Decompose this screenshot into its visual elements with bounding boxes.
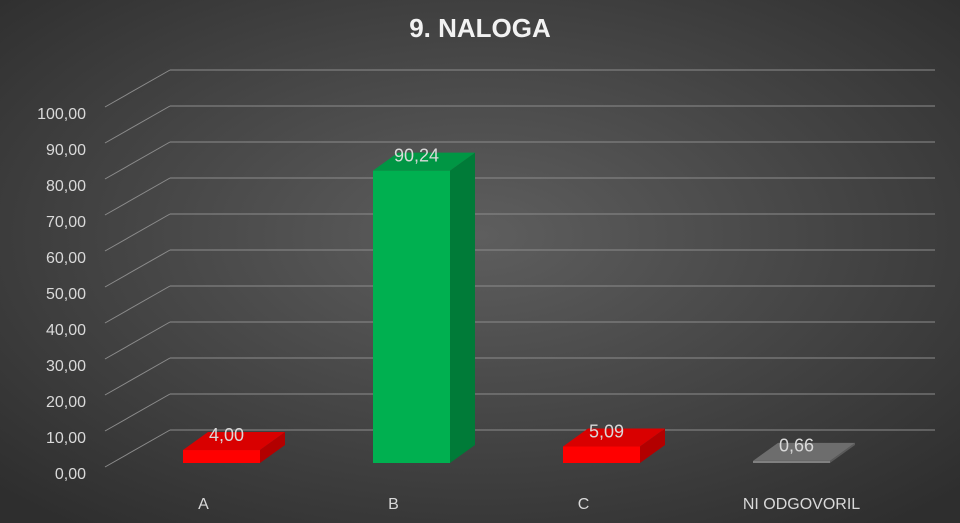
x-tick-label: C <box>578 496 590 513</box>
chart-title: 9. NALOGA <box>409 13 551 43</box>
value-label: 4,00 <box>209 425 244 445</box>
y-tick-label: 0,00 <box>55 466 86 483</box>
bar-top <box>373 152 475 171</box>
bar-front <box>753 460 830 463</box>
y-tick-label: 20,00 <box>46 394 86 411</box>
y-tick-label: 100,00 <box>37 106 86 123</box>
x-tick-label: B <box>388 496 399 513</box>
grid-line <box>104 105 171 144</box>
bar <box>183 432 285 463</box>
bar <box>373 152 475 463</box>
y-tick-label: 10,00 <box>46 430 86 447</box>
bar-side <box>640 428 665 463</box>
bar-front <box>563 446 640 463</box>
bar-top <box>563 428 665 447</box>
bar-top <box>183 432 285 451</box>
y-tick-label: 70,00 <box>46 214 86 231</box>
x-tick-label: A <box>198 496 209 513</box>
value-label: 0,66 <box>779 436 814 456</box>
grid-line <box>104 249 171 288</box>
grid-line <box>104 69 171 108</box>
grid-line <box>104 321 171 360</box>
y-tick-label: 80,00 <box>46 178 86 195</box>
x-tick-label: NI ODGOVORIL <box>743 496 860 513</box>
bar-side <box>260 432 285 463</box>
bar <box>563 428 665 463</box>
y-tick-label: 50,00 <box>46 286 86 303</box>
bar <box>753 442 855 463</box>
grid-line <box>104 141 171 180</box>
bar-side <box>830 442 855 463</box>
value-label: 5,09 <box>589 421 624 441</box>
bar-side <box>450 152 475 463</box>
bar-front <box>183 450 260 463</box>
y-tick-label: 90,00 <box>46 142 86 159</box>
y-tick-label: 30,00 <box>46 358 86 375</box>
bar-top <box>753 442 855 461</box>
grid-line <box>104 429 171 468</box>
y-tick-label: 40,00 <box>46 322 86 339</box>
bar-front <box>373 170 450 463</box>
grid-line <box>104 177 171 216</box>
grid-line <box>104 357 171 396</box>
grid-line <box>104 285 171 324</box>
y-tick-label: 60,00 <box>46 250 86 267</box>
value-label: 90,24 <box>394 145 439 165</box>
grid-line <box>104 393 171 432</box>
grid-line <box>104 213 171 252</box>
